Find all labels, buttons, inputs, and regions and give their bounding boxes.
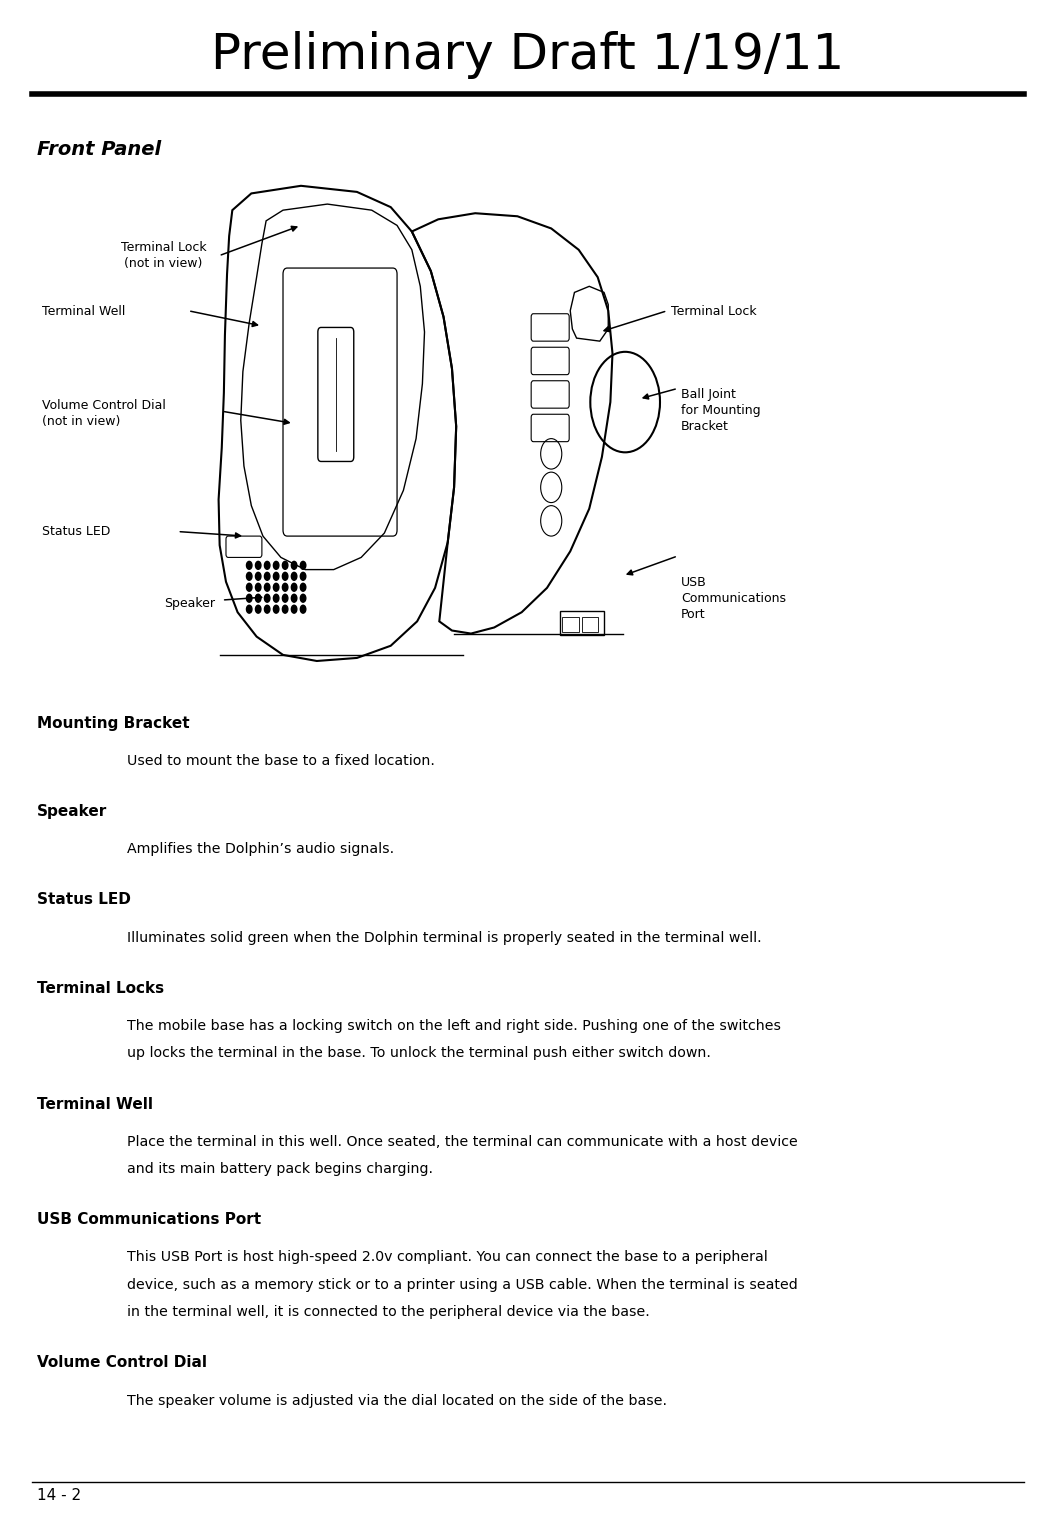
Text: Preliminary Draft 1/19/11: Preliminary Draft 1/19/11 [211,30,845,79]
Circle shape [291,605,297,614]
Text: Terminal Lock
(not in view): Terminal Lock (not in view) [120,241,207,270]
Circle shape [246,583,252,591]
Circle shape [282,573,288,580]
Text: Mounting Bracket: Mounting Bracket [37,716,190,731]
Circle shape [282,583,288,591]
Text: Used to mount the base to a fixed location.: Used to mount the base to a fixed locati… [127,754,435,768]
Circle shape [264,594,270,602]
Circle shape [300,594,306,602]
Bar [582,617,598,632]
Circle shape [300,562,306,570]
Circle shape [264,605,270,614]
Text: This USB Port is host high-speed 2.0v compliant. You can connect the base to a p: This USB Port is host high-speed 2.0v co… [127,1250,768,1264]
Circle shape [274,594,279,602]
Text: The mobile base has a locking switch on the left and right side. Pushing one of : The mobile base has a locking switch on … [127,1019,780,1033]
Text: Volume Control Dial: Volume Control Dial [37,1355,207,1371]
Circle shape [300,573,306,580]
Circle shape [246,594,252,602]
Circle shape [291,583,297,591]
Circle shape [274,573,279,580]
Circle shape [282,594,288,602]
Circle shape [291,573,297,580]
Text: Speaker: Speaker [164,597,214,611]
Text: Terminal Lock: Terminal Lock [671,305,756,318]
Circle shape [256,573,261,580]
Circle shape [264,583,270,591]
Text: Terminal Well: Terminal Well [42,305,126,318]
Text: Terminal Well: Terminal Well [37,1097,153,1112]
Text: Status LED: Status LED [42,525,111,539]
Text: Volume Control Dial
(not in view): Volume Control Dial (not in view) [42,399,166,428]
Text: Terminal Locks: Terminal Locks [37,981,164,996]
Circle shape [246,562,252,570]
Circle shape [264,562,270,570]
Circle shape [300,583,306,591]
Circle shape [274,583,279,591]
Text: up locks the terminal in the base. To unlock the terminal push either switch dow: up locks the terminal in the base. To un… [127,1046,711,1060]
Text: Illuminates solid green when the Dolphin terminal is properly seated in the term: Illuminates solid green when the Dolphin… [127,931,761,944]
Circle shape [274,605,279,614]
Circle shape [256,583,261,591]
Text: Amplifies the Dolphin’s audio signals.: Amplifies the Dolphin’s audio signals. [127,842,394,856]
Circle shape [282,562,288,570]
Circle shape [300,605,306,614]
Circle shape [246,605,252,614]
Text: USB
Communications
Port: USB Communications Port [681,576,786,621]
Text: The speaker volume is adjusted via the dial located on the side of the base.: The speaker volume is adjusted via the d… [127,1394,666,1407]
Circle shape [256,594,261,602]
Text: device, such as a memory stick or to a printer using a USB cable. When the termi: device, such as a memory stick or to a p… [127,1278,797,1292]
Bar [560,611,604,635]
Text: Ball Joint
for Mounting
Bracket: Ball Joint for Mounting Bracket [681,388,760,434]
Circle shape [291,562,297,570]
Text: in the terminal well, it is connected to the peripheral device via the base.: in the terminal well, it is connected to… [127,1305,649,1319]
Circle shape [256,605,261,614]
Text: Speaker: Speaker [37,804,108,819]
Text: Place the terminal in this well. Once seated, the terminal can communicate with : Place the terminal in this well. Once se… [127,1135,797,1148]
Circle shape [264,573,270,580]
Circle shape [282,605,288,614]
Text: and its main battery pack begins charging.: and its main battery pack begins chargin… [127,1162,433,1176]
Text: USB Communications Port: USB Communications Port [37,1212,261,1228]
Circle shape [291,594,297,602]
Circle shape [256,562,261,570]
Circle shape [246,573,252,580]
Circle shape [274,562,279,570]
Text: 14 - 2: 14 - 2 [37,1488,81,1503]
Bar [562,617,579,632]
Text: Status LED: Status LED [37,892,131,908]
Text: Front Panel: Front Panel [37,140,162,158]
